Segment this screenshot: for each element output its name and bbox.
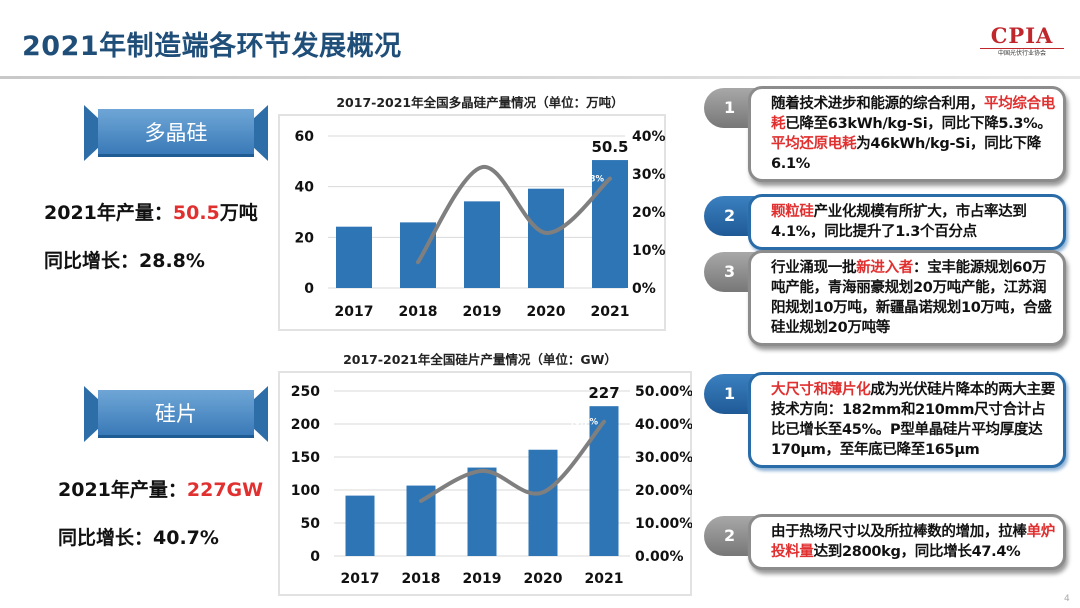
highlight-text: 大尺寸和薄片化: [771, 382, 871, 398]
polysilicon-chart: 0 20 40 60 0% 10% 20% 30% 40% 2017 2018 2019 2020 202…: [278, 114, 666, 331]
stat-label: 同比增长：: [44, 250, 140, 272]
wafer-chart: 0 50 100 150 200 250 0.00% 10.00% 20.00% 30.00% 40…: [278, 371, 694, 596]
page-number: 4: [1064, 594, 1070, 604]
y2-tick-label: 40%: [632, 129, 666, 145]
y2-tick-label: 40.00%: [635, 417, 692, 433]
y2-tick-label: 30.00%: [635, 450, 692, 466]
bar: [336, 226, 372, 288]
y2-tick-label: 10.00%: [635, 516, 692, 532]
point-text: 产业化规模有所扩大，市占率达到4.1%，同比提升了1.3个百分点: [771, 204, 1027, 240]
banner-label: 硅片: [98, 390, 254, 438]
bar: [467, 467, 497, 556]
y2-tick-label: 20%: [632, 205, 666, 221]
point-text: 行业涌现一批: [771, 260, 857, 276]
y-tick-label: 250: [291, 384, 320, 400]
highlight-text: 平均综合电耗: [771, 96, 1055, 132]
y2-tick-label: 0%: [632, 281, 656, 297]
bar: [528, 449, 558, 556]
y-tick-label: 60: [295, 129, 315, 145]
wafer-chart-svg: 0 50 100 150 200 250 0.00% 10.00% 20.00% 30.00% 40…: [291, 384, 694, 587]
bar: [345, 495, 375, 556]
stat-value: 50.5: [172, 202, 220, 224]
stat-value: 227GW: [186, 479, 264, 501]
page-title: 2021年制造端各环节发展概况: [22, 31, 402, 62]
logo-text: CPIA: [990, 23, 1054, 48]
y-tick-label: 40: [295, 180, 315, 196]
x-tick-label: 2020: [527, 304, 566, 320]
header-divider: [0, 76, 1080, 79]
stat-label: 2021年产量：: [58, 479, 187, 501]
x-tick-label: 2018: [402, 571, 441, 587]
wafer-point-box: 大尺寸和薄片化成为光伏硅片降本的两大主要技术方向：182mm和210mm尺寸合计…: [748, 372, 1066, 468]
wafer-point-box: 由于热场尺寸以及所拉棒数的增加，拉棒单炉投料量达到2800kg，同比增长47.4…: [748, 514, 1066, 570]
bar: [589, 406, 619, 556]
x-tick-label: 2019: [463, 304, 502, 320]
y2-tick-label: 10%: [632, 243, 666, 259]
poly-point-box: 随着技术进步和能源的综合利用，平均综合电耗已降至63kWh/kg-Si，同比下降…: [748, 86, 1066, 182]
wafer-output-stat: 2021年产量：227GW: [58, 475, 263, 502]
y-tick-label: 20: [295, 230, 315, 246]
chart-title: 2017-2021年全国多晶硅产量情况（单位：万吨）: [336, 95, 624, 110]
polysilicon-chart-svg: 0 20 40 60 0% 10% 20% 30% 40% 2017 2018 2019 2020 202…: [295, 129, 666, 320]
x-tick-label: 2019: [463, 571, 502, 587]
highlight-text: 单炉投料量: [771, 524, 1056, 560]
y-tick-label: 50: [301, 516, 321, 532]
point-text: 达到2800kg，同比增长47.4%: [813, 544, 1021, 560]
line-data-label: 28.8%: [575, 175, 605, 185]
logo-subtitle: 中国光伏行业协会: [980, 48, 1064, 58]
poly-growth-stat: 同比增长：28.8%: [44, 246, 205, 273]
stat-label: 同比增长：: [58, 527, 154, 549]
x-tick-label: 2017: [335, 304, 374, 320]
y2-tick-label: 30%: [632, 167, 666, 183]
bar: [400, 222, 436, 288]
highlight-text: 新进入者: [856, 260, 914, 276]
y-tick-label: 150: [291, 450, 320, 466]
point-text: 为46kWh/kg-Si，同比下降6.1%: [771, 136, 1041, 172]
bar-data-label: 50.5: [591, 138, 628, 156]
growth-line: [416, 165, 612, 265]
wafer-banner: 硅片: [84, 386, 268, 442]
y-tick-label: 100: [291, 483, 320, 499]
poly-point-box: 颗粒硅产业化规模有所扩大，市占率达到4.1%，同比提升了1.3个百分点: [748, 194, 1066, 250]
growth-line: [419, 419, 606, 503]
stat-unit: 万吨: [219, 202, 258, 224]
stat-value: 40.7%: [153, 527, 219, 549]
bar: [528, 188, 564, 288]
point-text: 由于热场尺寸以及所拉棒数的增加，拉棒: [771, 524, 1027, 540]
chart-title: 2017-2021年全国硅片产量情况（单位：GW）: [343, 352, 617, 367]
x-tick-label: 2018: [399, 304, 438, 320]
x-tick-label: 2021: [591, 304, 630, 320]
y2-tick-label: 50.00%: [635, 384, 692, 400]
x-tick-label: 2020: [524, 571, 563, 587]
stat-label: 2021年产量：: [44, 202, 173, 224]
x-tick-label: 2021: [585, 571, 624, 587]
line-data-label: 40.7%: [569, 418, 599, 428]
point-text: ：宝丰能源规划60万吨产能，青海丽豪规划20万吨产能，江苏润阳规划10万吨，新疆…: [771, 260, 1052, 336]
bar-data-label: 227: [588, 384, 619, 402]
stat-value: 28.8%: [139, 250, 205, 272]
highlight-text: 平均还原电耗: [771, 136, 857, 152]
x-tick-label: 2017: [341, 571, 380, 587]
bar: [464, 201, 500, 288]
y-tick-label: 0: [304, 281, 314, 297]
y2-tick-label: 20.00%: [635, 483, 692, 499]
cpia-logo: CPIA 中国光伏行业协会: [972, 14, 1072, 64]
poly-point-box: 行业涌现一批新进入者：宝丰能源规划60万吨产能，青海丽豪规划20万吨产能，江苏润…: [748, 250, 1066, 346]
poly-output-stat: 2021年产量：50.5万吨: [44, 198, 258, 225]
y2-tick-label: 0.00%: [635, 549, 684, 565]
highlight-text: 颗粒硅: [771, 204, 814, 220]
point-text: 随着技术进步和能源的综合利用，: [771, 96, 984, 112]
polysilicon-banner: 多晶硅: [84, 105, 268, 161]
point-text: 成为光伏硅片降本的两大主要技术方向：182mm和210mm尺寸合计占比已增长至4…: [771, 382, 1056, 458]
y-tick-label: 0: [310, 549, 320, 565]
point-text: 已降至63kWh/kg-Si，同比下降5.3%。: [785, 116, 1052, 132]
y-tick-label: 200: [291, 417, 320, 433]
wafer-growth-stat: 同比增长：40.7%: [58, 523, 219, 550]
bar: [592, 160, 628, 288]
banner-label: 多晶硅: [98, 109, 254, 157]
